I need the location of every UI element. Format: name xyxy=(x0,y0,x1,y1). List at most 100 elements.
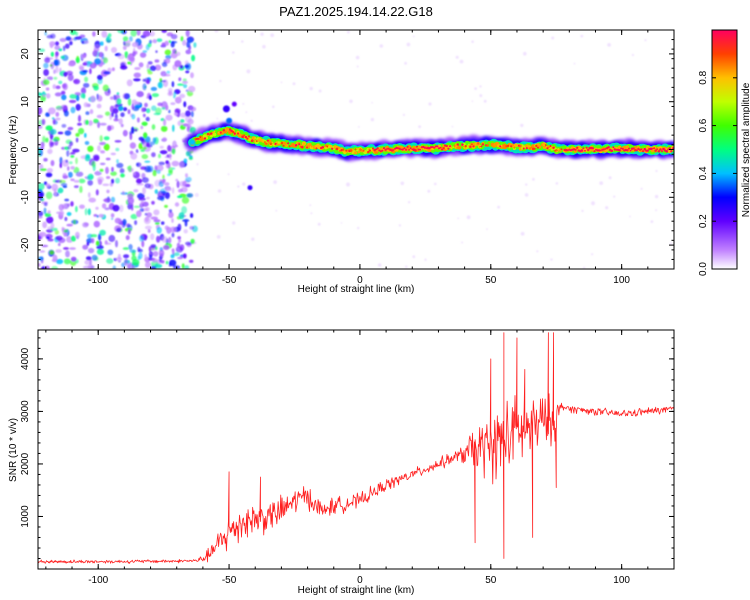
heatmap-noise-blob xyxy=(43,207,47,215)
heatmap-noise-blob xyxy=(126,79,133,87)
heatmap-noise-blob xyxy=(97,121,101,129)
heatmap-noise-blob xyxy=(96,94,103,102)
heatmap-ridge-cell xyxy=(568,148,571,151)
heatmap-noise-blob xyxy=(86,241,90,246)
heatmap-noise-blob xyxy=(111,166,114,173)
heatmap-noise-blob xyxy=(146,142,150,147)
heatmap-ridge-cell xyxy=(441,148,444,151)
heatmap-noise-blob xyxy=(175,178,179,182)
heatmap-noise-blob xyxy=(190,110,194,118)
heatmap-noise-blob xyxy=(69,141,73,147)
heatmap-noise-blob xyxy=(171,248,175,252)
heatmap-ridge-cell xyxy=(456,143,459,146)
heatmap-faint-speckle xyxy=(275,209,278,212)
heatmap-noise-blob xyxy=(157,102,163,107)
heatmap-ridge-cell xyxy=(602,148,605,151)
heatmap-noise-blob xyxy=(47,210,51,215)
heatmap-noise-blob xyxy=(136,117,140,123)
heatmap-ridge-cell xyxy=(499,145,502,148)
heatmap-noise-blob xyxy=(63,229,69,233)
heatmap-noise-blob xyxy=(111,178,115,184)
heatmap-noise-blob xyxy=(154,59,160,63)
heatmap-noise-blob xyxy=(134,104,143,109)
signal-ridge-group xyxy=(184,122,674,162)
heatmap-faint-speckle xyxy=(424,258,427,261)
heatmap-noise-blob xyxy=(188,156,194,161)
heatmap-noise-blob xyxy=(45,87,50,91)
heatmap-faint-speckle xyxy=(340,222,343,224)
heatmap-ridge-cell xyxy=(197,137,200,140)
heatmap-ridge-cell xyxy=(618,149,621,152)
heatmap-faint-speckle xyxy=(412,35,415,38)
heatmap-noise-blob xyxy=(165,191,170,200)
heatmap-noise-blob xyxy=(95,189,99,196)
heatmap-ridge-cell xyxy=(447,147,450,150)
heatmap-ridge-cell xyxy=(196,137,199,140)
heatmap-noise-blob xyxy=(164,49,172,56)
heatmap-noise-blob xyxy=(43,202,48,207)
heatmap-noise-blob xyxy=(120,112,125,118)
heatmap-noise-blob xyxy=(126,54,134,62)
heatmap-ridge-cell xyxy=(338,149,342,153)
heatmap-noise-blob xyxy=(43,69,49,76)
heatmap-noise-blob xyxy=(101,203,107,209)
heatmap-ridge-cell xyxy=(480,145,483,148)
heatmap-noise-blob xyxy=(38,215,43,219)
heatmap-ridge-cell xyxy=(637,147,640,150)
heatmap-faint-speckle xyxy=(246,69,251,74)
heatmap-noise-blob xyxy=(142,30,151,37)
heatmap-ridge-cell xyxy=(431,146,434,148)
heatmap-noise-blob xyxy=(139,235,145,243)
heatmap-noise-blob xyxy=(69,40,73,46)
heatmap-noise-blob xyxy=(163,245,170,250)
heatmap-noise-blob xyxy=(186,41,191,48)
heatmap-noise-blob xyxy=(115,147,120,152)
heatmap-faint-speckle xyxy=(466,215,471,220)
heatmap-noise-blob xyxy=(162,137,168,142)
heatmap-ridge-cell xyxy=(250,139,254,142)
heatmap-noise-blob xyxy=(185,151,191,157)
heatmap-faint-speckle xyxy=(232,221,236,225)
heatmap-noise-blob xyxy=(168,259,177,267)
heatmap-noise-blob xyxy=(91,160,96,168)
heatmap-noise-blob xyxy=(130,30,137,37)
heatmap-noise-blob xyxy=(122,45,127,51)
heatmap-ridge-cell xyxy=(403,147,406,150)
heatmap-ridge-cell xyxy=(262,139,265,142)
heatmap-noise-blob xyxy=(138,136,145,141)
heatmap-ridge-cell xyxy=(219,131,222,134)
heatmap-noise-blob xyxy=(65,250,70,258)
heatmap-noise-blob xyxy=(105,37,112,43)
heatmap-noise-blob xyxy=(160,125,168,132)
heatmap-noise-blob xyxy=(146,63,150,70)
heatmap-noise-blob xyxy=(70,151,76,155)
heatmap-faint-speckle xyxy=(241,40,244,43)
heatmap-noise-blob xyxy=(64,198,70,202)
heatmap-noise-blob xyxy=(100,150,105,154)
heatmap-noise-blob xyxy=(55,112,60,117)
heatmap-noise-blob xyxy=(121,262,126,268)
heatmap-noise-blob xyxy=(45,125,53,131)
spectrogram-heatmap xyxy=(38,30,674,269)
heatmap-faint-speckle xyxy=(471,100,474,102)
heatmap-noise-blob xyxy=(77,114,82,123)
heatmap-noise-blob xyxy=(156,169,161,174)
heatmap-noise-blob xyxy=(73,78,81,85)
y-tick-label: 1000 xyxy=(20,505,31,528)
heatmap-ridge-cell xyxy=(525,147,529,150)
heatmap-noise-blob xyxy=(46,168,53,173)
heatmap-noise-blob xyxy=(82,62,88,66)
heatmap-noise-blob xyxy=(111,217,114,220)
heatmap-noise-blob xyxy=(87,145,94,152)
heatmap-noise-blob xyxy=(125,235,130,241)
x-tick-label: 50 xyxy=(485,275,497,286)
heatmap-noise-blob xyxy=(181,196,190,204)
heatmap-noise-blob xyxy=(136,91,144,98)
heatmap-noise-blob xyxy=(102,183,110,187)
heatmap-noise-blob xyxy=(93,214,98,217)
heatmap-ridge-cell xyxy=(362,149,365,152)
heatmap-noise-blob xyxy=(46,76,54,81)
heatmap-noise-blob xyxy=(151,93,159,98)
y-tick-label: 0 xyxy=(20,146,31,152)
heatmap-ridge-cell xyxy=(386,148,388,150)
